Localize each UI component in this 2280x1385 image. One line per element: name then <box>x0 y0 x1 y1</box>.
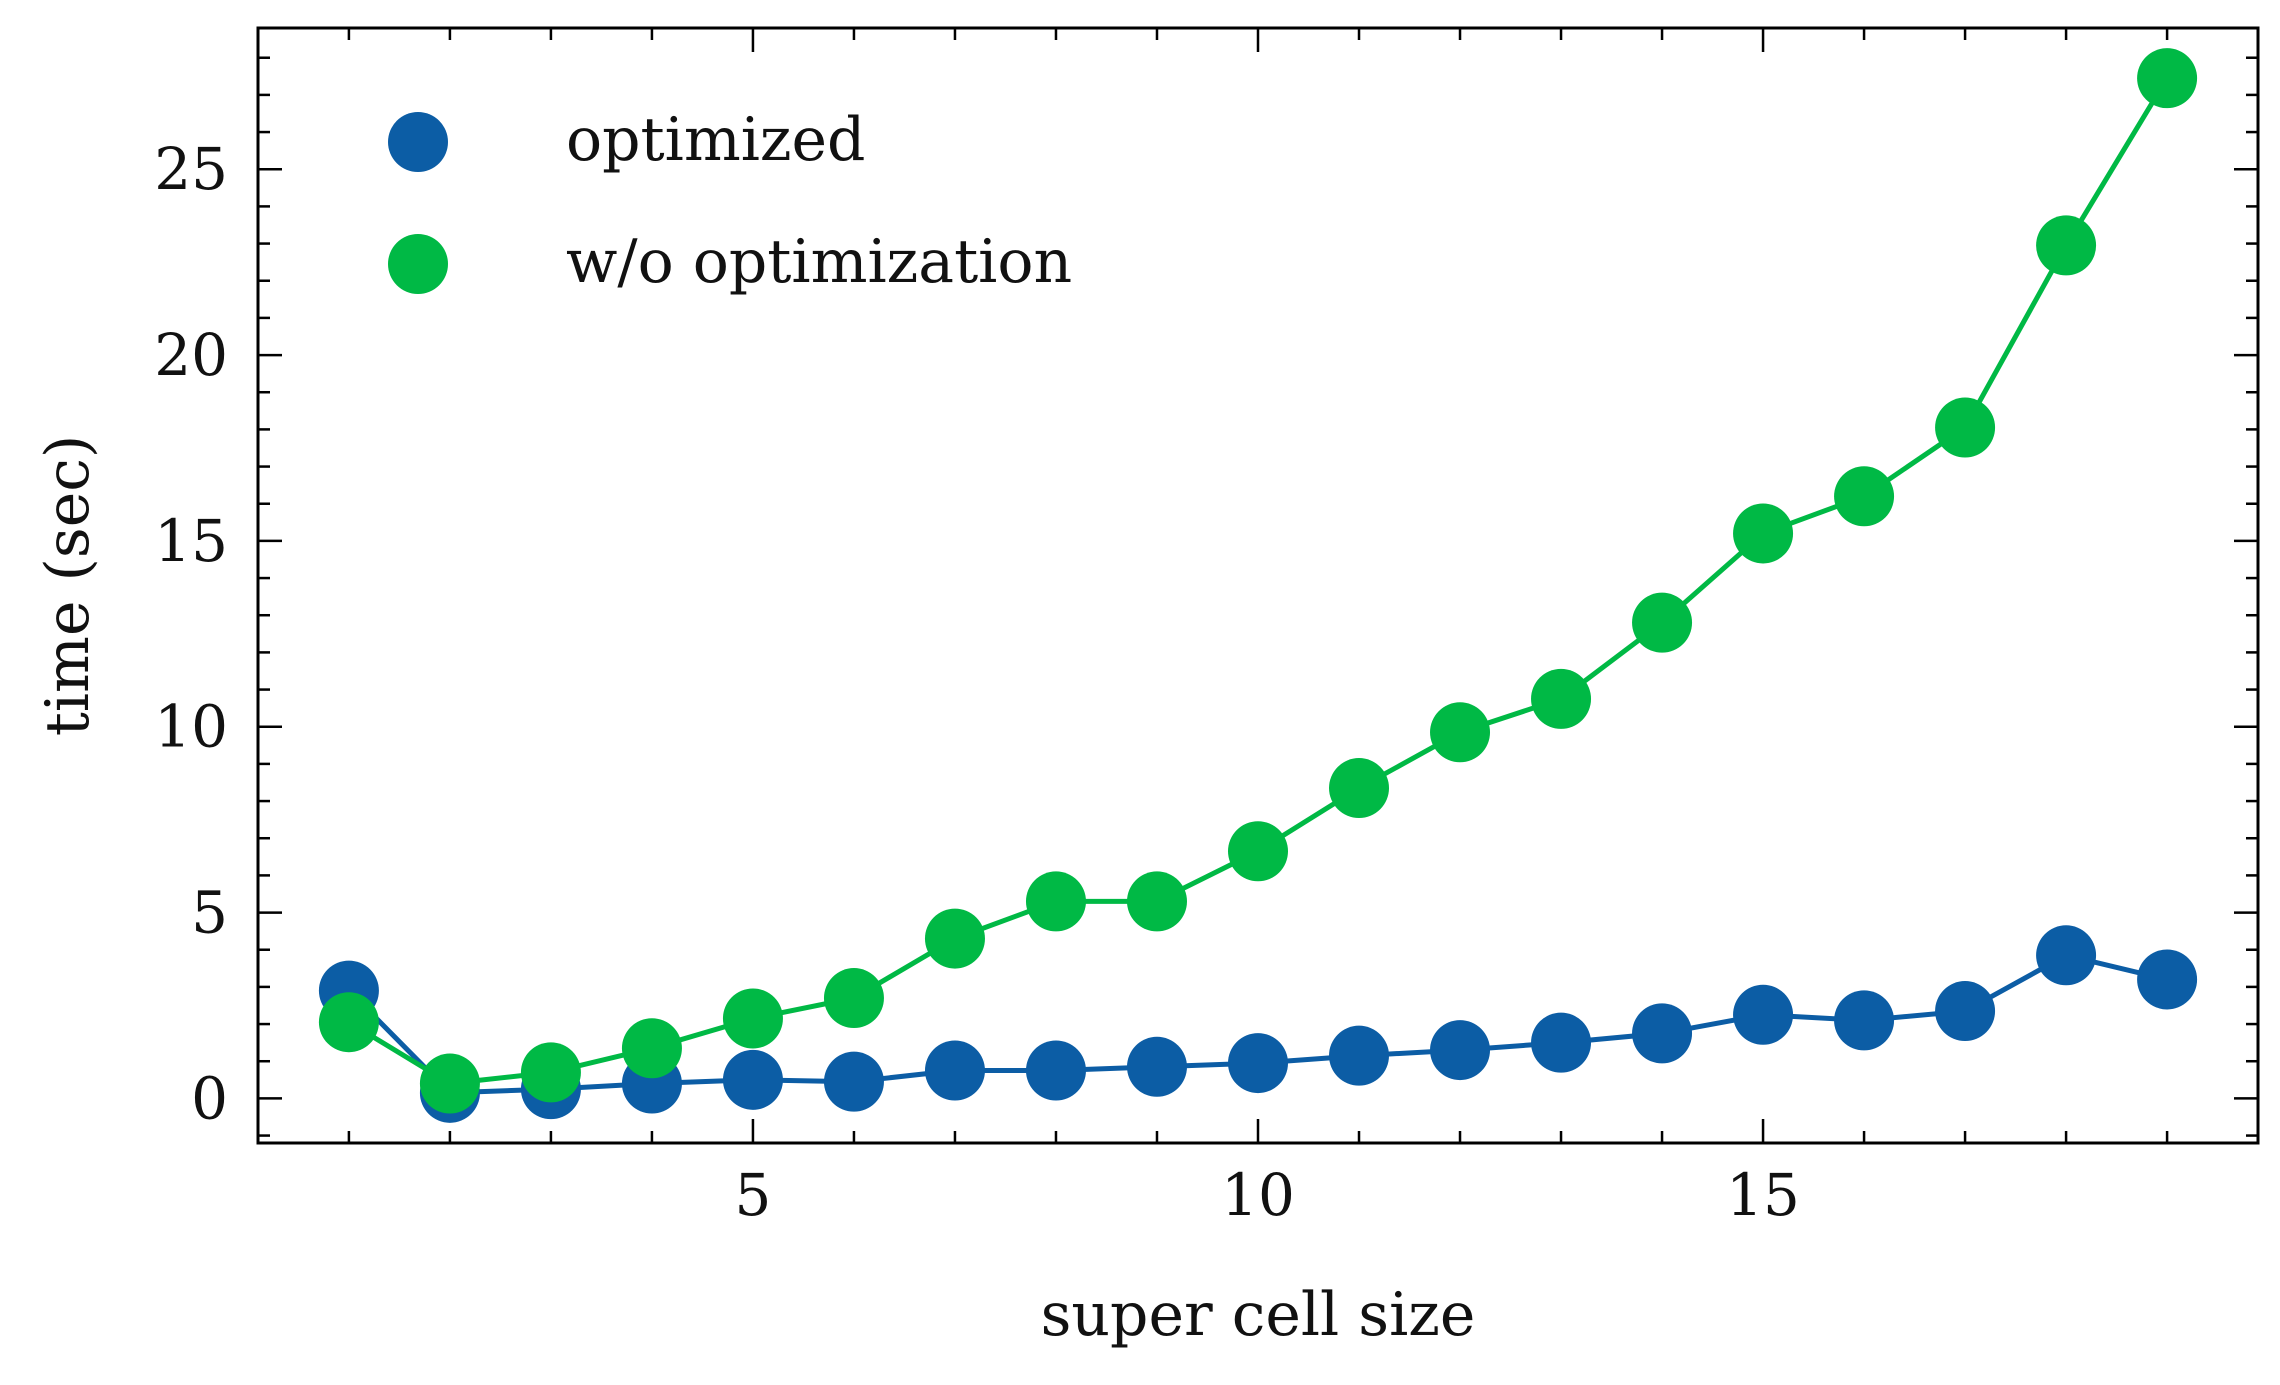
legend: optimized w/o optimization <box>388 105 1072 297</box>
data-point-series-2 <box>318 992 379 1053</box>
y-tick-label: 15 <box>154 507 228 575</box>
tick-labels: 5 10 15 0 5 10 15 20 25 <box>154 135 1800 1229</box>
data-point-series-2 <box>1126 871 1187 932</box>
data-point-series-1 <box>1126 1036 1187 1097</box>
x-tick-label: 10 <box>1221 1161 1295 1229</box>
data-point-series-2 <box>1531 668 1592 729</box>
y-tick-label: 10 <box>154 693 228 761</box>
legend-marker-2 <box>388 234 448 294</box>
plot-frame <box>256 26 2260 1145</box>
data-point-series-1 <box>1329 1025 1390 1086</box>
legend-label: optimized <box>566 105 865 175</box>
data-point-series-1 <box>2036 925 2097 986</box>
data-point-series-2 <box>722 988 783 1049</box>
y-tick-label: 0 <box>191 1064 228 1132</box>
x-tick-label: 5 <box>734 1161 771 1229</box>
data-point-series-2 <box>621 1018 682 1079</box>
data-point-series-2 <box>1733 503 1794 564</box>
series-points <box>318 48 2198 1123</box>
data-point-series-2 <box>1430 702 1491 763</box>
x-axis-label: super cell size <box>1041 1280 1476 1350</box>
data-point-series-1 <box>1025 1040 1086 1101</box>
data-point-series-1 <box>924 1040 985 1101</box>
data-point-series-1 <box>1834 990 1895 1051</box>
y-axis-label: time (sec) <box>33 435 103 737</box>
data-point-series-2 <box>1834 466 1895 527</box>
y-tick-label: 5 <box>191 879 228 947</box>
data-point-series-2 <box>1228 821 1288 882</box>
data-point-series-2 <box>2036 215 2097 276</box>
data-point-series-1 <box>1531 1012 1592 1073</box>
legend-label: w/o optimization <box>566 227 1072 297</box>
legend-marker-1 <box>388 112 448 172</box>
y-tick-label: 25 <box>154 135 228 203</box>
data-point-series-1 <box>1632 1003 1693 1064</box>
data-point-series-2 <box>924 908 985 969</box>
data-point-series-1 <box>722 1049 783 1110</box>
data-point-series-1 <box>1430 1020 1491 1081</box>
data-point-series-1 <box>823 1051 884 1112</box>
data-point-series-1 <box>1935 981 1996 1042</box>
data-point-series-2 <box>2137 48 2198 109</box>
data-point-series-1 <box>1228 1033 1288 1094</box>
data-point-series-1 <box>1733 984 1794 1045</box>
x-tick-label: 15 <box>1726 1161 1800 1229</box>
data-point-series-2 <box>823 968 884 1029</box>
axis-ticks <box>258 28 2258 1143</box>
data-point-series-2 <box>419 1053 480 1114</box>
data-point-series-2 <box>1935 397 1996 458</box>
y-tick-label: 20 <box>154 321 228 389</box>
data-point-series-2 <box>1329 758 1390 819</box>
data-point-series-1 <box>2137 949 2198 1010</box>
data-point-series-2 <box>520 1042 581 1103</box>
data-point-series-2 <box>1632 592 1693 653</box>
data-point-series-2 <box>1025 871 1086 932</box>
